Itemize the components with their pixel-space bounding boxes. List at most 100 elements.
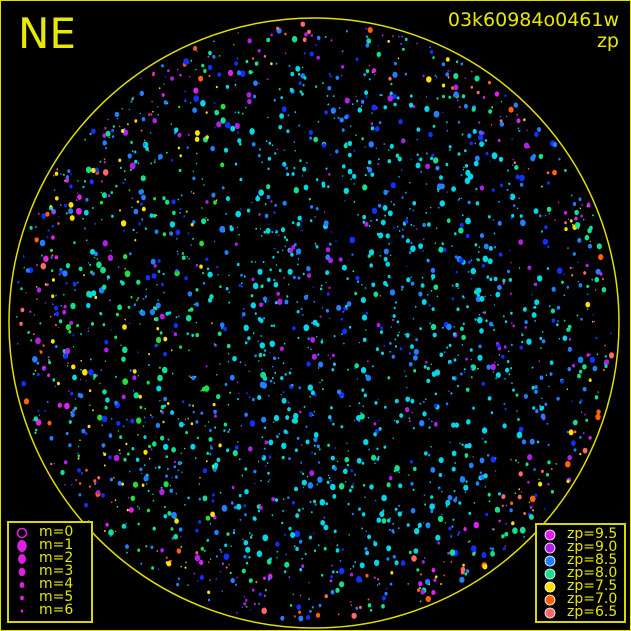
- magnitude-marker-icon: [15, 579, 29, 591]
- star: [255, 580, 258, 584]
- star: [266, 277, 271, 283]
- star: [547, 443, 550, 447]
- star: [519, 345, 523, 350]
- star: [464, 177, 471, 185]
- star: [209, 523, 212, 525]
- star: [325, 281, 327, 284]
- star: [592, 214, 594, 217]
- star: [150, 258, 156, 265]
- star: [332, 422, 335, 426]
- star: [423, 365, 427, 369]
- direction-label: NE: [18, 9, 76, 58]
- star: [555, 463, 558, 465]
- star: [84, 431, 88, 436]
- star: [478, 344, 482, 349]
- star: [66, 365, 69, 367]
- star: [221, 504, 228, 512]
- star: [237, 131, 240, 134]
- star: [67, 362, 69, 365]
- star: [149, 309, 155, 316]
- star: [505, 522, 507, 525]
- star: [585, 301, 591, 308]
- star: [450, 561, 453, 563]
- star: [190, 59, 193, 62]
- star: [46, 236, 49, 239]
- star: [185, 314, 192, 322]
- star: [401, 288, 403, 291]
- star: [234, 111, 236, 114]
- star: [443, 574, 446, 577]
- star: [157, 114, 159, 116]
- star: [541, 397, 543, 400]
- star: [141, 472, 143, 475]
- star: [371, 68, 377, 73]
- star: [429, 46, 431, 49]
- star: [240, 208, 242, 210]
- star: [473, 502, 476, 504]
- star: [447, 494, 453, 501]
- star: [55, 294, 57, 297]
- star: [564, 169, 567, 172]
- star: [571, 194, 573, 197]
- star: [15, 316, 18, 318]
- star: [493, 232, 496, 235]
- star: [336, 460, 339, 463]
- star: [215, 199, 218, 202]
- star: [224, 250, 229, 255]
- star: [357, 107, 363, 113]
- star: [481, 381, 485, 386]
- star: [347, 140, 353, 147]
- star: [268, 223, 270, 226]
- star: [239, 177, 243, 182]
- star: [261, 235, 263, 237]
- star: [297, 72, 301, 76]
- star: [356, 576, 362, 583]
- star: [335, 240, 337, 242]
- star: [134, 119, 138, 123]
- star: [307, 482, 314, 489]
- star: [49, 435, 54, 441]
- star: [281, 397, 287, 404]
- star: [199, 575, 204, 580]
- star: [328, 317, 331, 320]
- star: [490, 363, 496, 371]
- star: [389, 341, 392, 345]
- star: [467, 270, 470, 273]
- star: [131, 206, 133, 208]
- star: [299, 90, 303, 94]
- star: [259, 342, 265, 349]
- star: [410, 241, 413, 245]
- star: [330, 483, 336, 491]
- star: [71, 484, 73, 486]
- star: [203, 184, 205, 186]
- star: [260, 284, 264, 289]
- star: [546, 206, 552, 212]
- star: [236, 57, 239, 60]
- star: [515, 174, 520, 180]
- star: [121, 356, 126, 362]
- star: [299, 594, 302, 597]
- star: [225, 84, 230, 89]
- star: [65, 282, 68, 285]
- star: [387, 95, 394, 102]
- star: [231, 485, 235, 490]
- star: [525, 462, 529, 467]
- star: [37, 409, 40, 412]
- star: [361, 461, 365, 465]
- star: [105, 397, 110, 403]
- star: [120, 344, 122, 347]
- star: [360, 580, 363, 582]
- star: [152, 71, 156, 75]
- star: [349, 236, 356, 244]
- star: [161, 64, 164, 68]
- star: [235, 210, 241, 218]
- star: [230, 501, 234, 505]
- star: [365, 530, 368, 532]
- star: [315, 178, 319, 182]
- star: [316, 55, 320, 60]
- star: [94, 482, 97, 486]
- star: [40, 254, 43, 257]
- star: [326, 480, 330, 484]
- star: [64, 402, 70, 410]
- star: [361, 527, 363, 530]
